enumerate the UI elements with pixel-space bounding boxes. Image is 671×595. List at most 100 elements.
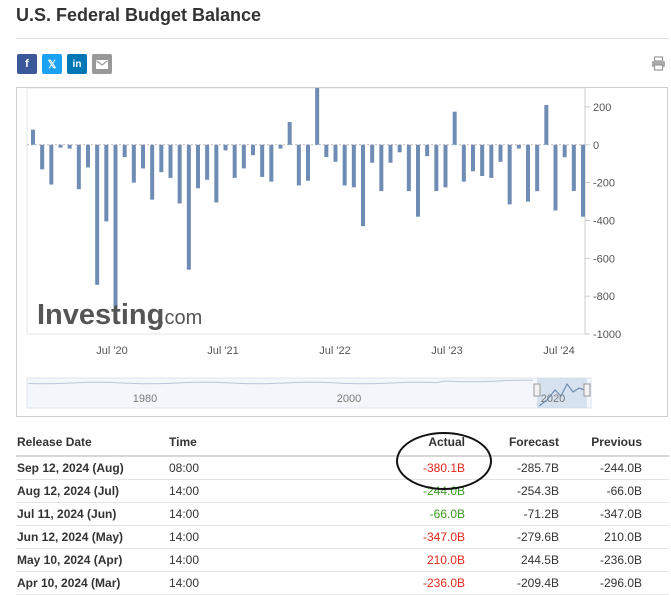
- data-bar: [324, 144, 329, 158]
- page-title: U.S. Federal Budget Balance: [16, 5, 262, 25]
- previous-cell: 210.0B: [603, 530, 642, 544]
- header-actual: Actual: [428, 435, 465, 449]
- forecast-cell: -279.6B: [516, 530, 559, 544]
- data-bar: [58, 144, 63, 148]
- data-bar: [516, 144, 521, 149]
- facebook-share-button[interactable]: f: [17, 54, 37, 74]
- previous-cell: -296.0B: [599, 576, 642, 590]
- data-bar: [196, 144, 200, 189]
- data-bar: [397, 144, 402, 153]
- actual-cell: 210.0B: [426, 553, 465, 567]
- actual-cell: -380.1B: [422, 461, 465, 475]
- data-bar: [306, 144, 310, 181]
- actual-cell: -66.0B: [429, 507, 465, 521]
- data-bar: [177, 144, 182, 204]
- data-bar: [315, 87, 320, 145]
- previous-cell: -66.0B: [606, 484, 642, 498]
- data-bar: [49, 144, 54, 185]
- release-date-cell: Jul 11, 2024 (Jun): [17, 507, 117, 521]
- data-bar: [122, 144, 127, 158]
- release-date-cell: Aug 12, 2024 (Jul): [17, 484, 120, 498]
- data-bar: [425, 144, 430, 157]
- release-date-cell: Apr 10, 2024 (Mar): [17, 576, 121, 590]
- header-release-date: Release Date: [17, 435, 92, 449]
- data-bar: [223, 144, 228, 151]
- investing-logo: Investing: [37, 299, 164, 331]
- table-row: Jun 12, 2024 (May) 14:00 -347.0B -279.6B 210…: [16, 526, 669, 549]
- release-date-cell: Jun 12, 2024 (May): [17, 530, 124, 544]
- time-cell: 08:00: [169, 461, 200, 475]
- table-row: Jul 11, 2024 (Jun) 14:00 -66.0B -71.2B -347.…: [16, 503, 669, 526]
- data-bar: [480, 144, 485, 176]
- previous-cell: -244.0B: [599, 461, 642, 475]
- data-bar: [232, 144, 237, 178]
- forecast-cell: -285.7B: [516, 461, 559, 475]
- data-bar: [452, 111, 457, 145]
- time-cell: 14:00: [169, 484, 200, 498]
- previous-cell: -236.0B: [599, 553, 642, 567]
- data-bar: [86, 144, 90, 168]
- time-cell: 14:00: [169, 530, 200, 544]
- actual-cell: -347.0B: [422, 530, 465, 544]
- navigator-selected-series: [538, 382, 586, 407]
- time-cell: 14:00: [169, 576, 200, 590]
- forecast-cell: -254.3B: [516, 484, 559, 498]
- data-bar: [159, 144, 164, 173]
- data-bar: [214, 144, 219, 203]
- y-tick-label: -800: [593, 291, 615, 303]
- data-bar: [205, 144, 210, 180]
- navigator-label: 2000: [337, 393, 361, 405]
- table-row: Apr 10, 2024 (Mar) 14:00 -236.0B -209.4B -29…: [16, 572, 669, 595]
- data-bar: [31, 129, 35, 145]
- data-bar: [535, 144, 540, 192]
- actual-cell: -236.0B: [422, 576, 465, 590]
- table-header: Release Date Time Actual Forecast Previo…: [16, 431, 669, 457]
- email-share-button[interactable]: [92, 54, 112, 74]
- data-bar: [443, 144, 448, 188]
- y-tick-label: 200: [593, 102, 611, 114]
- data-bar: [333, 144, 338, 162]
- email-icon: [96, 59, 108, 69]
- data-bar: [489, 144, 494, 178]
- x-tick-label: Jul '20: [96, 345, 127, 357]
- navigator-handle-left: [533, 383, 541, 397]
- data-bar: [562, 144, 567, 158]
- data-bar: [131, 144, 136, 183]
- data-bar: [571, 144, 576, 191]
- data-bar: [260, 144, 265, 177]
- previous-cell: -347.0B: [599, 507, 642, 521]
- data-bar: [150, 144, 155, 200]
- data-bar: [342, 144, 347, 186]
- data-bar: [406, 144, 411, 192]
- data-bar: [379, 144, 384, 192]
- actual-cell: -244.0B: [422, 484, 465, 498]
- header-previous: Previous: [591, 435, 642, 449]
- navigator-handle-right: [583, 383, 591, 397]
- x-share-button[interactable]: 𝕏: [42, 54, 62, 74]
- navigator-label: 1980: [133, 393, 157, 405]
- linkedin-share-button[interactable]: in: [67, 54, 87, 74]
- table-row: May 10, 2024 (Apr) 14:00 210.0B 244.5B -236.…: [16, 549, 669, 572]
- data-bar: [168, 144, 173, 178]
- data-bar: [186, 144, 191, 270]
- time-cell: 14:00: [169, 553, 200, 567]
- data-bar: [416, 144, 420, 217]
- data-bar: [95, 144, 100, 285]
- forecast-cell: -209.4B: [516, 576, 559, 590]
- release-date-cell: Sep 12, 2024 (Aug): [17, 461, 124, 475]
- data-bar: [296, 144, 301, 186]
- data-bar: [370, 144, 375, 163]
- linkedin-icon: in: [72, 58, 82, 70]
- data-bar: [113, 144, 118, 309]
- print-button[interactable]: [651, 56, 666, 71]
- navigator-label: 2020: [541, 393, 565, 405]
- time-cell: 14:00: [169, 507, 200, 521]
- forecast-cell: 244.5B: [520, 553, 559, 567]
- data-bar: [526, 144, 530, 202]
- data-bar: [104, 144, 109, 222]
- y-tick-label: 0: [593, 140, 599, 152]
- x-tick-label: Jul '23: [431, 345, 462, 357]
- table-row: Aug 12, 2024 (Jul) 14:00 -244.0B -254.3B -66…: [16, 480, 669, 503]
- data-bar: [351, 144, 356, 188]
